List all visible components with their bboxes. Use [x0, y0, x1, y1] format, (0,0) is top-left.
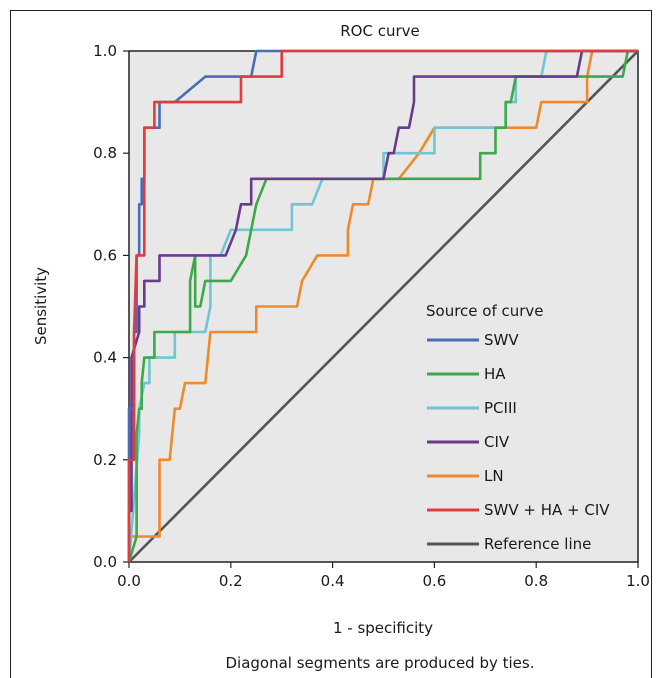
x-axis: 0.0 0.2 0.4 0.6 0.8 1.0 [117, 562, 650, 590]
series-line-reference-line [128, 50, 639, 563]
series-line-ha [127, 49, 638, 563]
legend-title: Source of curve [426, 302, 544, 320]
y-tick-label: 0.2 [93, 451, 117, 469]
series-line-civ [127, 49, 638, 562]
x-tick-label: 0.4 [321, 572, 345, 590]
y-tick-label: 1.0 [93, 42, 117, 60]
chart-title: ROC curve [340, 22, 420, 40]
x-tick-label: 0.2 [219, 572, 243, 590]
y-tick-label: 0.4 [93, 349, 117, 367]
footnote: Diagonal segments are produced by ties. [225, 654, 534, 672]
legend-label: CIV [484, 433, 510, 451]
legend-label: PCIII [484, 399, 517, 417]
legend-label: Reference line [484, 535, 591, 553]
legend-label: SWV [484, 331, 519, 349]
legend-label: HA [484, 365, 506, 383]
y-tick-label: 0.0 [93, 553, 117, 571]
x-tick-label: 0.8 [524, 572, 548, 590]
series-layer [127, 49, 639, 563]
x-tick-label: 0.6 [422, 572, 446, 590]
x-axis-label: 1 - specificity [333, 619, 433, 637]
y-tick-label: 0.8 [93, 144, 117, 162]
series-line-ln [127, 49, 638, 562]
series-line-swv-ha-civ [127, 49, 638, 562]
legend-label: SWV + HA + CIV [484, 501, 610, 519]
y-axis-label: Sensitivity [32, 267, 50, 345]
figure-frame [10, 10, 652, 678]
y-tick-label: 0.6 [93, 246, 117, 264]
x-tick-label: 0.0 [117, 572, 141, 590]
legend-label: LN [484, 467, 504, 485]
y-axis: 0.0 0.2 0.4 0.6 0.8 1.0 [93, 42, 129, 571]
x-tick-label: 1.0 [626, 572, 650, 590]
legend: Source of curve SWV HA PCIII CIV LN SWV + HA … [426, 302, 610, 553]
